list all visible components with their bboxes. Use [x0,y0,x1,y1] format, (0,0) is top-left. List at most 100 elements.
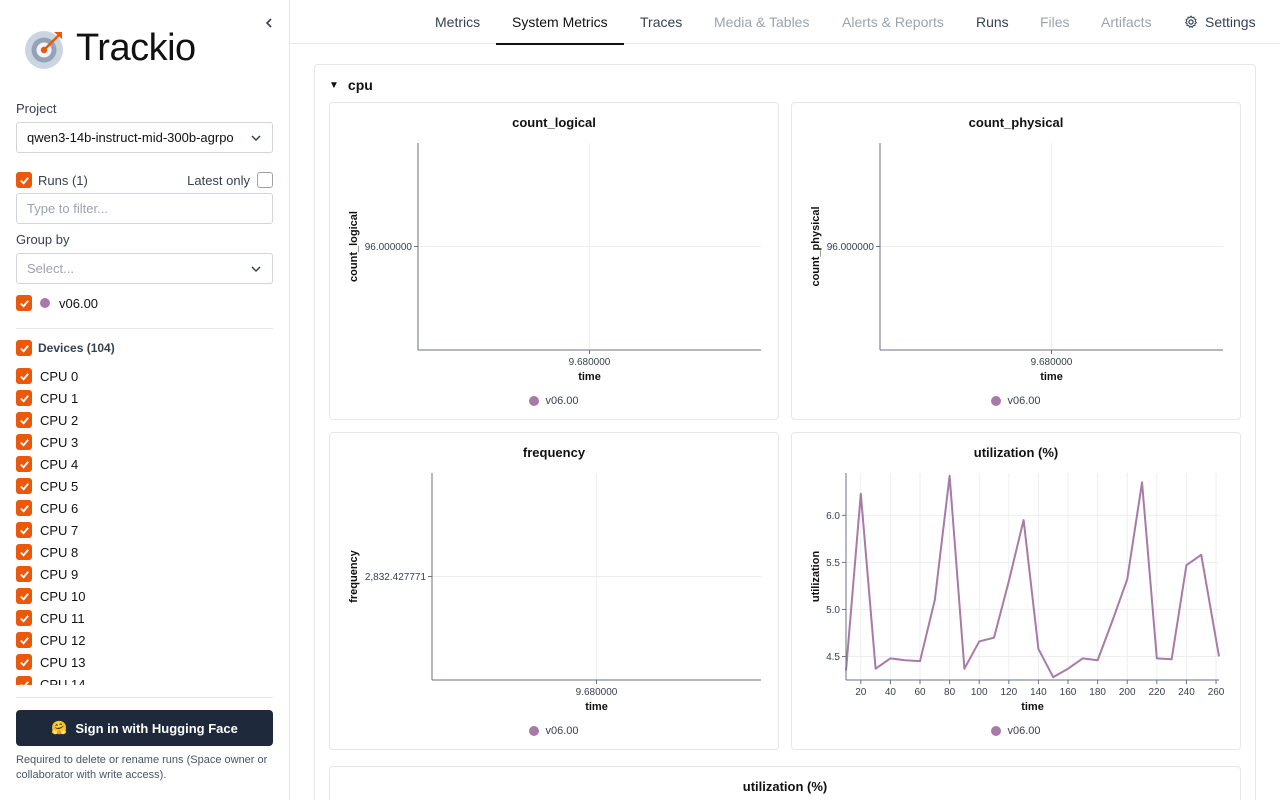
latest-only-label: Latest only [187,172,250,188]
device-label: CPU 13 [40,654,86,670]
plot-area: 9.680000 96.000000 time count_physical [810,143,1223,383]
x-tick-label: 140 [1030,687,1047,698]
device-item[interactable]: CPU 5 [16,475,273,497]
device-item[interactable]: CPU 13 [16,651,273,673]
caret-down-icon: ▼ [329,79,339,91]
device-label: CPU 8 [40,544,79,560]
section-header[interactable]: ▼ cpu [329,77,373,93]
y-tick-label: 4.5 [826,652,840,663]
device-item[interactable]: CPU 2 [16,409,273,431]
device-label: CPU 3 [40,434,79,450]
device-item[interactable]: CPU 4 [16,453,273,475]
divider [16,328,273,329]
tab-traces[interactable]: Traces [640,14,683,30]
chart-title: utilization (%) [742,779,828,794]
legend-color-dot [529,726,540,736]
tab-media-tables[interactable]: Media & Tables [714,14,810,30]
x-axis-label: time [1040,371,1063,383]
check-icon [19,299,29,308]
device-checkbox[interactable] [16,368,32,384]
device-checkbox[interactable] [16,500,32,516]
device-item[interactable]: CPU 10 [16,585,273,607]
run-name: v06.00 [59,295,99,311]
device-item[interactable]: CPU 1 [16,387,273,409]
plot-area: 9.680000 2,832.427771 time frequency [348,473,761,713]
chart-card: 9.680000 96.000000 time count_physical count… [791,102,1241,420]
device-item[interactable]: CPU 8 [16,541,273,563]
device-item[interactable]: CPU 11 [16,607,273,629]
project-value: qwen3-14b-instruct-mid-300b-agrpo [27,130,234,145]
devices-label: Devices (104) [38,341,115,355]
device-item[interactable]: CPU 3 [16,431,273,453]
divider [16,697,273,698]
check-icon [19,372,29,381]
device-checkbox[interactable] [16,478,32,494]
x-axis-label: time [585,701,608,713]
legend-color-dot [991,396,1002,406]
devices-checkbox[interactable] [16,340,32,356]
check-icon [19,416,29,425]
chevron-down-icon [251,134,261,141]
trackio-logo: Trackio [24,26,196,70]
tab-artifacts[interactable]: Artifacts [1101,14,1152,30]
check-icon [19,504,29,513]
project-select[interactable]: qwen3-14b-instruct-mid-300b-agrpo [16,122,273,153]
sign-in-button[interactable]: 🤗 Sign in with Hugging Face [16,710,273,746]
device-item[interactable]: CPU 9 [16,563,273,585]
device-checkbox[interactable] [16,654,32,670]
tab-alerts-reports[interactable]: Alerts & Reports [842,14,944,30]
device-item[interactable]: CPU 7 [16,519,273,541]
runs-checkbox[interactable] [16,172,32,188]
x-tick-label: 220 [1148,687,1165,698]
latest-only-toggle[interactable]: Latest only [187,172,273,188]
tab-settings[interactable]: Settings [1184,0,1256,44]
device-checkbox[interactable] [16,544,32,560]
run-item[interactable]: v06.00 [16,295,98,311]
run-color-dot [40,298,50,308]
device-checkbox[interactable] [16,456,32,472]
legend-color-dot [991,726,1002,736]
x-axis-label: time [578,371,601,383]
device-checkbox[interactable] [16,610,32,626]
x-tick-label: 80 [944,687,956,698]
chart-card: utilization (%) [329,766,1241,800]
chart-card: 20 40 60 80 100 120 140 160 180 200 220 240 260 4.5 5.… [791,432,1241,750]
device-item[interactable]: CPU 14 [16,673,273,685]
device-checkbox[interactable] [16,588,32,604]
devices-header[interactable]: Devices (104) [16,340,115,356]
y-tick-label: 6.0 [826,511,840,522]
check-icon [19,658,29,667]
device-checkbox[interactable] [16,676,32,685]
device-label: CPU 9 [40,566,79,582]
y-axis-label: utilization [810,551,822,603]
chart-title: count_physical [968,115,1064,130]
collapse-sidebar-button[interactable] [260,14,278,32]
tab-runs[interactable]: Runs [976,14,1009,30]
device-label: CPU 4 [40,456,79,472]
device-checkbox[interactable] [16,434,32,450]
device-checkbox[interactable] [16,522,32,538]
device-item[interactable]: CPU 0 [16,365,273,387]
device-checkbox[interactable] [16,412,32,428]
run-filter-input[interactable] [16,193,273,224]
tab-metrics[interactable]: Metrics [435,14,481,30]
x-tick-label: 240 [1178,687,1195,698]
hugging-face-icon: 🤗 [51,720,68,735]
group-by-select[interactable]: Select... [16,253,273,284]
check-icon [19,344,29,353]
device-item[interactable]: CPU 6 [16,497,273,519]
check-icon [19,482,29,491]
chevron-down-icon [251,265,261,272]
latest-only-checkbox[interactable] [257,172,273,188]
tab-files[interactable]: Files [1040,14,1070,30]
check-icon [19,592,29,601]
tab-system-metrics[interactable]: System Metrics [496,0,624,45]
group-by-placeholder: Select... [27,261,74,276]
check-icon [19,614,29,623]
run-checkbox[interactable] [16,295,32,311]
device-checkbox[interactable] [16,390,32,406]
device-checkbox[interactable] [16,632,32,648]
device-item[interactable]: CPU 12 [16,629,273,651]
legend-color-dot [529,396,540,406]
device-checkbox[interactable] [16,566,32,582]
